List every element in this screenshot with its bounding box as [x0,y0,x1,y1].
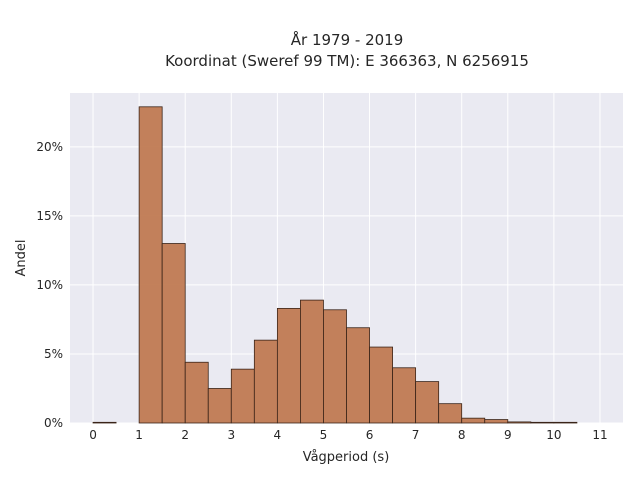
x-tick-label-9: 9 [504,428,512,442]
histogram-bars [92,106,578,424]
chart-title-line-1: År 1979 - 2019 [291,30,404,49]
x-tick-label-6: 6 [366,428,374,442]
histogram-bar-6 [230,368,255,424]
y-tick-label-3: 15% [36,209,63,223]
histogram-bar-18 [507,421,532,424]
y-tick-label-4: 20% [36,140,63,154]
x-tick-label-0: 0 [89,428,97,442]
x-axis-label: Vågperiod (s) [303,450,390,465]
x-tick-label-11: 11 [592,428,607,442]
histogram-bar-11 [346,327,370,424]
histogram-bar-5 [207,388,232,424]
y-tick-labels: 0% 5% 10% 15% 20% [36,140,63,430]
histogram-bar-20 [553,421,578,424]
histogram-bar-2 [138,106,163,424]
x-tick-label-3: 3 [227,428,235,442]
x-tick-labels: 0 1 2 3 4 5 6 7 8 9 10 11 [89,428,607,442]
x-tick-label-4: 4 [274,428,282,442]
x-tick-label-1: 1 [135,428,143,442]
histogram-bar-4 [184,361,209,424]
histogram-bar-12 [369,346,393,424]
y-tick-label-1: 5% [44,347,63,361]
x-tick-label-5: 5 [320,428,328,442]
histogram-bar-16 [461,417,486,424]
histogram-bar-13 [392,367,417,424]
histogram-bar-0 [92,421,117,424]
histogram-bar-10 [323,309,347,424]
x-tick-label-2: 2 [181,428,189,442]
x-tick-label-7: 7 [412,428,420,442]
histogram-bar-19 [530,421,555,424]
histogram-bar-9 [300,299,324,424]
y-axis-label: Andel [14,240,29,277]
y-tick-label-2: 10% [36,278,63,292]
histogram-bar-8 [276,307,301,424]
histogram-bar-7 [253,339,278,424]
x-tick-label-8: 8 [458,428,466,442]
histogram-bar-3 [161,243,186,424]
x-tick-label-10: 10 [546,428,561,442]
chart-title-line-2: Koordinat (Sweref 99 TM): E 366363, N 62… [165,52,529,70]
histogram-bar-17 [484,419,509,424]
y-tick-label-0: 0% [44,416,63,430]
histogram-bar-14 [415,381,440,424]
histogram-bar-15 [438,403,463,424]
